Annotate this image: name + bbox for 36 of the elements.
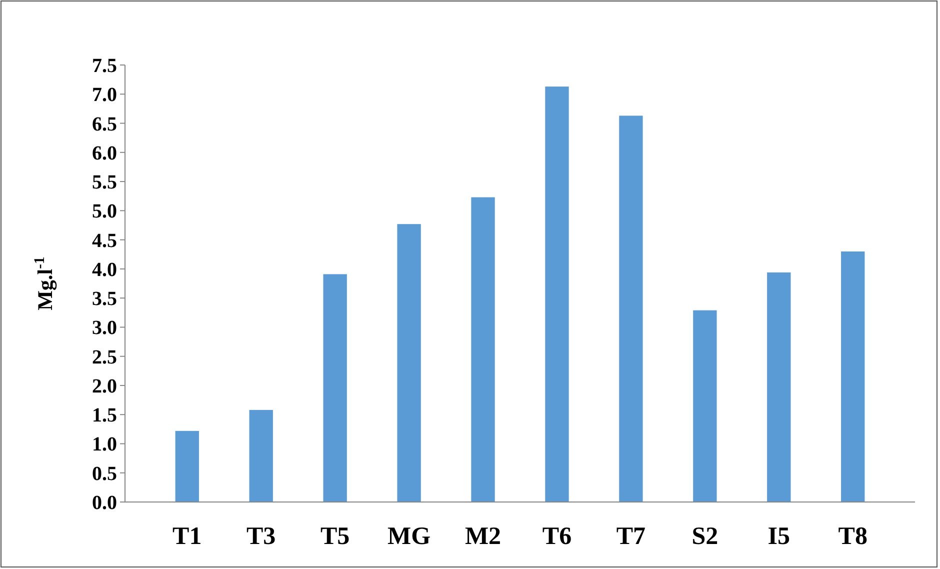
y-tick-label: 0.5 xyxy=(92,462,117,485)
bar xyxy=(841,251,865,502)
x-tick-label: T6 xyxy=(542,523,572,550)
y-tick-label: 1.0 xyxy=(92,434,117,456)
x-tick-label: T7 xyxy=(616,523,646,550)
y-tick-label: 0.0 xyxy=(92,492,117,514)
x-tick-label: M2 xyxy=(464,523,502,550)
bar xyxy=(471,197,495,502)
y-tick-label: 4.5 xyxy=(92,230,117,252)
x-tick-label: MG xyxy=(388,523,431,550)
y-tick-label: 1.5 xyxy=(92,404,117,427)
bar xyxy=(545,86,569,502)
bar xyxy=(249,410,273,502)
x-tick-label: T5 xyxy=(320,523,350,550)
y-tick-label: 3.0 xyxy=(92,317,117,340)
y-tick-label: 2.0 xyxy=(92,375,117,398)
x-tick-label: T1 xyxy=(172,523,202,550)
bar xyxy=(323,274,347,502)
x-tick-label: T3 xyxy=(246,523,276,550)
y-tick-label: 2.5 xyxy=(92,346,117,368)
bar xyxy=(693,310,717,502)
y-tick-label: 4.0 xyxy=(92,258,117,281)
x-tick-label: I5 xyxy=(768,523,790,550)
y-tick-label: 7.5 xyxy=(92,55,117,77)
x-tick-label: S2 xyxy=(692,523,718,550)
bar xyxy=(619,116,643,502)
bar xyxy=(767,272,791,502)
y-tick-label: 6.0 xyxy=(92,142,117,164)
y-tick-label: 3.5 xyxy=(92,288,117,310)
bar xyxy=(175,430,199,502)
y-tick-label: 5.5 xyxy=(92,172,117,194)
y-tick-label: 6.5 xyxy=(92,113,117,136)
x-tick-label: T8 xyxy=(838,523,868,550)
y-tick-label: 5.0 xyxy=(92,200,117,223)
y-tick-label: 7.0 xyxy=(92,84,117,106)
bar xyxy=(397,224,421,502)
